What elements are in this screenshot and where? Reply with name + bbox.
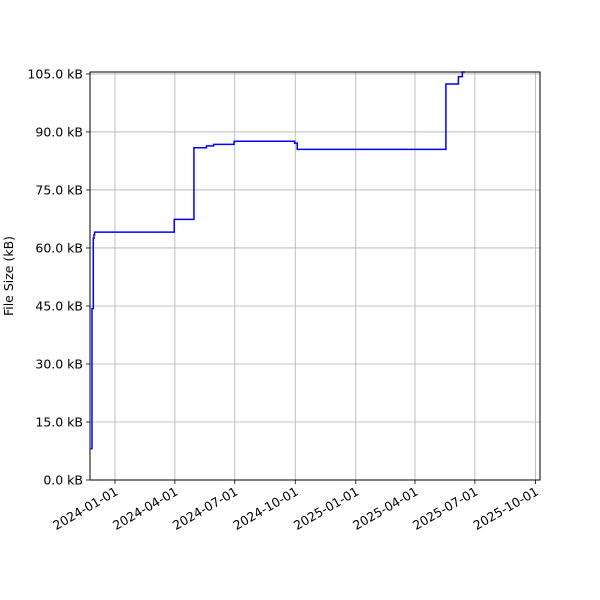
x-tick-label: 2025-04-01 [350,484,420,533]
x-tick-label: 2024-07-01 [170,484,240,533]
y-axis-ticks: 0.0 kB 15.0 kB 30.0 kB 45.0 kB 60.0 kB 75.0 k… [27,66,90,488]
x-tick-label: 2024-01-01 [50,484,120,533]
x-tick-label: 2025-01-01 [291,484,361,533]
file-size-line [90,71,465,450]
y-tick-label: 90.0 kB [35,124,83,139]
y-tick-label: 30.0 kB [35,356,83,371]
y-tick-label: 0.0 kB [43,473,83,488]
y-axis-label: File Size (kB) [1,236,16,316]
plot-frame [89,71,541,481]
y-tick-label: 75.0 kB [35,182,83,197]
plot-lines [90,71,465,450]
y-tick-label: 105.0 kB [27,66,83,81]
x-tick-label: 2025-10-01 [470,484,540,533]
y-tick-label: 15.0 kB [35,414,83,429]
y-tick-label: 45.0 kB [35,298,83,313]
x-axis-ticks: 2024-01-012024-04-012024-07-012024-10-01… [50,480,541,533]
y-tick-label: 60.0 kB [35,240,83,255]
grid-lines [90,72,540,481]
x-tick-label: 2024-04-01 [110,484,180,533]
x-tick-label: 2024-10-01 [230,484,300,533]
x-tick-label: 2025-07-01 [410,484,480,533]
